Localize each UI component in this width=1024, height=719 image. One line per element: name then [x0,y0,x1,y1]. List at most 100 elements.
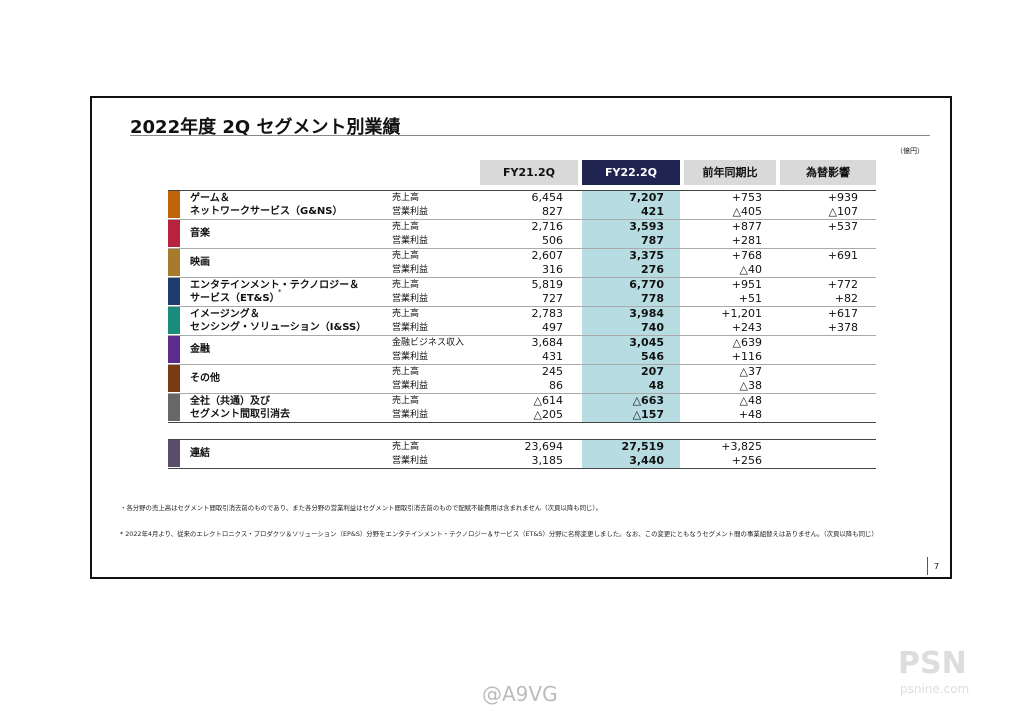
shade [582,190,680,219]
cell: △157 [632,408,664,421]
row-rule [168,248,876,249]
page-number: 7 [934,562,940,571]
cell: △48 [739,394,762,407]
row-rule [168,393,876,394]
cell: 2,607 [531,249,564,262]
cell: 245 [542,365,563,378]
cell: 48 [648,379,664,392]
metric-label: 売上高 [392,309,420,319]
color-strip [168,336,180,363]
metric-label: 売上高 [392,442,420,452]
cell: +378 [827,321,858,334]
cell: +939 [827,191,858,204]
watermark: psnine.com [900,682,970,696]
row-rule [168,306,876,307]
segment-name: 全社（共通）及び [190,395,270,407]
cell: 740 [641,321,664,334]
cell: △663 [632,394,664,407]
row-rule [168,219,876,220]
row-rule [168,364,876,365]
shade [582,364,680,393]
segment-name: センシング・ソリューション（I&SS） [190,321,367,333]
segment-name: 映画 [190,257,210,268]
watermark: PSN [898,646,967,681]
cell: 27,519 [621,440,664,453]
segment-name: サービス（ET&S） [190,292,280,304]
color-strip [168,191,180,218]
segment-name: その他 [190,373,220,384]
cell: 3,185 [531,454,564,467]
column-header: FY22.2Q [582,160,680,185]
shade [582,393,680,422]
shade [582,306,680,335]
metric-label: 売上高 [392,280,420,290]
page-rule [927,557,928,575]
cell: 316 [542,263,563,276]
note-mark: * [278,287,282,296]
segment-name: 音楽 [190,228,210,239]
cell: △38 [739,379,762,392]
cell: △37 [739,365,762,378]
shade [582,335,680,364]
cell: +116 [731,350,762,363]
slide-frame [90,96,952,579]
cell: +877 [731,220,762,233]
color-strip [168,307,180,334]
segment-name: 金融 [190,344,210,355]
shade [582,277,680,306]
color-strip [168,394,180,421]
cell: △639 [732,336,762,349]
cell: 506 [542,234,563,247]
cell: 86 [549,379,563,392]
cell: 3,684 [531,336,564,349]
metric-label: 営業利益 [392,294,429,304]
color-strip [168,249,180,276]
segment-name: エンタテインメント・テクノロジー＆ [190,279,360,291]
cell: 3,375 [629,249,664,262]
cell: 778 [641,292,664,305]
cell: 431 [542,350,563,363]
segment-name: イメージング＆ [190,308,260,320]
shade [582,219,680,248]
cell: 23,694 [524,440,564,453]
metric-label: 営業利益 [392,323,429,333]
cell: 6,770 [629,278,664,291]
cell: 787 [641,234,664,247]
cell: 276 [641,263,664,276]
row-rule [168,335,876,336]
row-rule [168,439,876,440]
cell: 207 [641,365,664,378]
cell: 2,783 [531,307,564,320]
cell: +1,201 [721,307,762,320]
cell: 2,716 [531,220,564,233]
cell: 3,593 [629,220,664,233]
cell: △405 [732,205,762,218]
title-rule [130,135,930,136]
cell: +281 [731,234,762,247]
cell: △107 [828,205,858,218]
cell: 421 [641,205,664,218]
metric-label: 営業利益 [392,265,429,275]
row-rule [168,190,876,191]
metric-label: 営業利益 [392,456,429,466]
metric-label: 売上高 [392,251,420,261]
cell: 6,454 [531,191,564,204]
cell: +82 [834,292,858,305]
cell: △205 [533,408,563,421]
metric-label: 売上高 [392,193,420,203]
cell: +3,825 [721,440,762,453]
metric-label: 売上高 [392,222,420,232]
color-strip [168,220,180,247]
cell: 3,440 [629,454,664,467]
footnote: ・各分野の売上高はセグメント間取引消去前のものであり、また各分野の営業利益はセグ… [120,504,602,512]
cell: +753 [731,191,762,204]
segment-name: セグメント間取引消去 [190,408,290,420]
metric-label: 金融ビジネス収入 [392,338,465,348]
color-strip [168,440,180,467]
watermark: @A9VG [482,682,558,706]
metric-label: 営業利益 [392,236,429,246]
metric-label: 営業利益 [392,352,429,362]
column-header: 前年同期比 [684,160,776,185]
metric-label: 営業利益 [392,207,429,217]
